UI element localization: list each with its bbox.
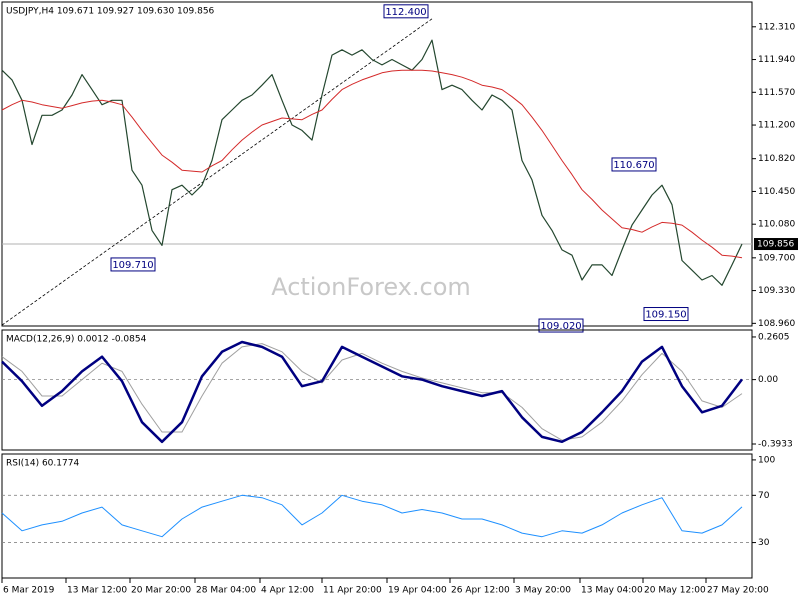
annotation-label: 112.400 <box>385 7 426 18</box>
series-line <box>1 39 743 286</box>
series-line <box>1 494 743 538</box>
x-tick-label: 26 Apr 12:00 <box>451 586 510 596</box>
annotation-label: 109.020 <box>540 321 581 332</box>
last-price-label: 109.856 <box>757 240 794 250</box>
x-tick-label: 28 Mar 04:00 <box>196 586 256 596</box>
y-tick-label: 0.2605 <box>758 332 790 342</box>
x-tick-label: 19 Apr 04:00 <box>388 586 447 596</box>
x-tick-label: 11 Apr 20:00 <box>323 586 382 596</box>
y-tick-label: 110.820 <box>758 154 795 164</box>
x-tick-label: 6 Mar 2019 <box>3 586 55 596</box>
y-tick-label: 109.700 <box>758 253 795 263</box>
y-tick-label: 100 <box>758 455 775 465</box>
pane-title: MACD(12,26,9) 0.0012 -0.0854 <box>6 335 147 345</box>
x-tick-label: 13 Mar 12:00 <box>67 586 127 596</box>
x-tick-label: 27 May 20:00 <box>707 586 769 596</box>
x-tick-label: 3 May 20:00 <box>515 586 571 596</box>
y-tick-label: 111.200 <box>758 121 795 131</box>
x-tick-label: 20 Mar 20:00 <box>131 586 191 596</box>
y-tick-label: 111.570 <box>758 88 795 98</box>
annotation-label: 110.670 <box>613 160 654 171</box>
annotation-box <box>383 4 429 19</box>
x-tick-label: 20 May 12:00 <box>644 586 706 596</box>
pane-frame <box>1 453 753 579</box>
pane-title: USDJPY,H4 109.671 109.927 109.630 109.85… <box>6 7 215 17</box>
trendline <box>1 18 433 326</box>
pane-frame <box>1 329 753 451</box>
series-line <box>1 340 743 444</box>
x-tick-label: 4 Apr 12:00 <box>261 586 314 596</box>
annotation-label: 109.710 <box>112 260 153 271</box>
series-line <box>1 69 743 259</box>
y-tick-label: 110.450 <box>758 187 795 197</box>
y-tick-label: 70 <box>758 491 770 501</box>
y-tick-label: 110.080 <box>758 220 795 230</box>
y-tick-label: 111.940 <box>758 55 795 65</box>
pane-frame <box>1 1 753 327</box>
annotation-box <box>643 307 689 322</box>
annotation-label: 109.150 <box>645 310 686 321</box>
y-tick-label: 109.330 <box>758 286 795 296</box>
watermark: ActionForex.com <box>271 273 471 301</box>
annotation-box <box>611 157 657 172</box>
y-tick-label: 112.310 <box>758 22 795 32</box>
y-tick-label: 0.00 <box>758 375 778 385</box>
y-tick-label: -0.3933 <box>758 439 793 449</box>
pane-title: RSI(14) 60.1774 <box>6 459 79 469</box>
last-price-box <box>754 238 798 251</box>
series-line <box>1 343 743 441</box>
y-tick-label: 30 <box>758 538 770 548</box>
y-tick-label: 108.960 <box>758 319 795 329</box>
x-tick-label: 13 May 04:00 <box>581 586 643 596</box>
annotation-box <box>538 318 584 333</box>
annotation-box <box>110 257 156 272</box>
